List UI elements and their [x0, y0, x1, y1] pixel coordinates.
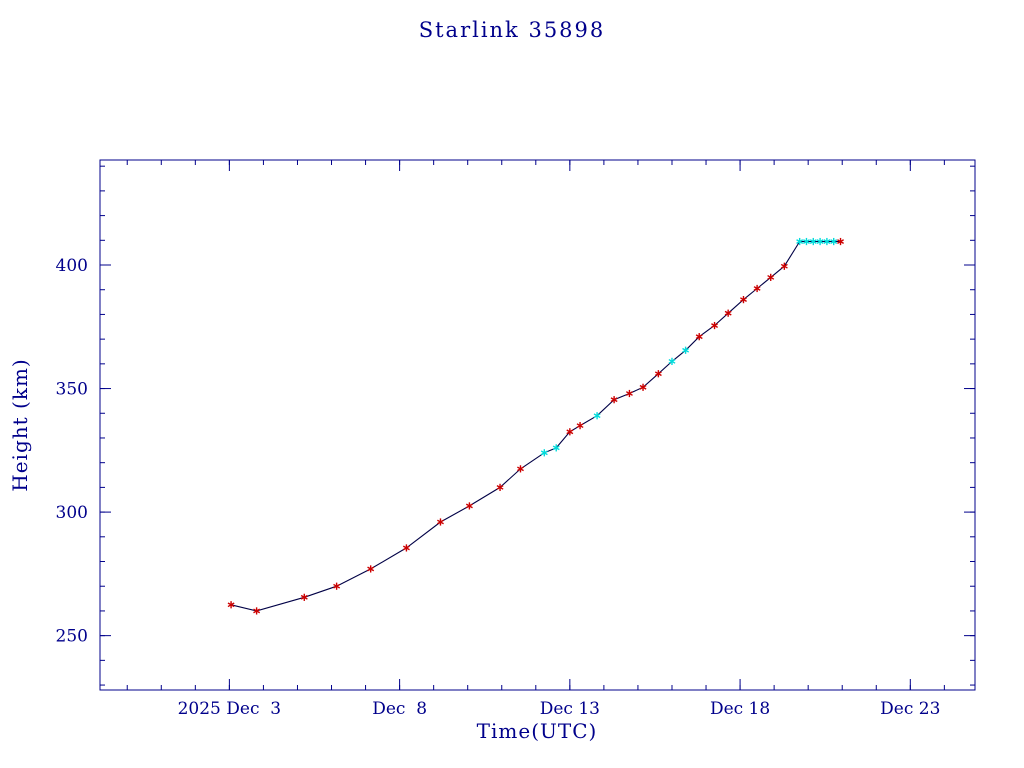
data-point-marker-red: [740, 296, 747, 304]
x-tick-label: Dec 23: [880, 699, 940, 719]
data-point-marker-cyan: [593, 412, 601, 420]
x-axis-label: Time(UTC): [476, 719, 598, 743]
data-point-marker-red: [576, 422, 584, 430]
data-point-marker-red: [695, 333, 703, 341]
data-point-marker-red: [654, 370, 662, 378]
data-point-marker-cyan: [830, 237, 838, 246]
data-point-marker-red: [253, 607, 261, 615]
data-point-marker-cyan: [668, 357, 676, 365]
data-point-marker-red: [625, 389, 633, 398]
data-point-marker-red: [767, 273, 775, 281]
data-point-marker-red: [610, 396, 618, 404]
data-point-marker-red: [300, 593, 308, 601]
data-point-marker-red: [837, 237, 844, 246]
x-tick-label: Dec 13: [540, 699, 600, 719]
data-point-marker-red: [517, 465, 524, 473]
data-point-marker-cyan: [816, 237, 824, 246]
data-point-marker-red: [724, 309, 732, 317]
data-point-marker-red: [566, 428, 574, 436]
y-tick-label: 250: [56, 627, 88, 647]
data-point-marker-red: [333, 582, 341, 590]
data-point-marker-cyan: [540, 449, 548, 457]
data-point-marker-red: [780, 262, 788, 270]
data-point-marker-red: [753, 284, 761, 293]
y-tick-label: 300: [56, 503, 88, 523]
x-tick-label: Dec 18: [710, 699, 770, 719]
data-point-marker-cyan: [803, 237, 810, 246]
data-point-marker-red: [227, 601, 235, 609]
data-point-marker-red: [402, 544, 410, 552]
x-tick-label: Dec 8: [372, 699, 427, 719]
data-point-marker-cyan: [552, 444, 560, 452]
data-point-marker-cyan: [809, 237, 817, 246]
data-point-marker-red: [496, 483, 504, 491]
x-tick-label: 2025 Dec 3: [178, 699, 282, 719]
data-point-marker-cyan: [682, 346, 690, 354]
y-tick-label: 400: [56, 256, 88, 276]
data-point-marker-red: [465, 502, 473, 510]
y-tick-label: 350: [56, 380, 88, 400]
data-point-marker-red: [711, 321, 719, 330]
data-point-marker-cyan: [796, 237, 804, 246]
data-point-marker-cyan: [823, 237, 831, 246]
data-point-marker-red: [436, 518, 444, 526]
data-point-marker-red: [367, 565, 375, 573]
chart-title: Starlink 35898: [418, 18, 606, 42]
data-point-marker-red: [639, 383, 647, 391]
height-series-line: [230, 240, 841, 612]
